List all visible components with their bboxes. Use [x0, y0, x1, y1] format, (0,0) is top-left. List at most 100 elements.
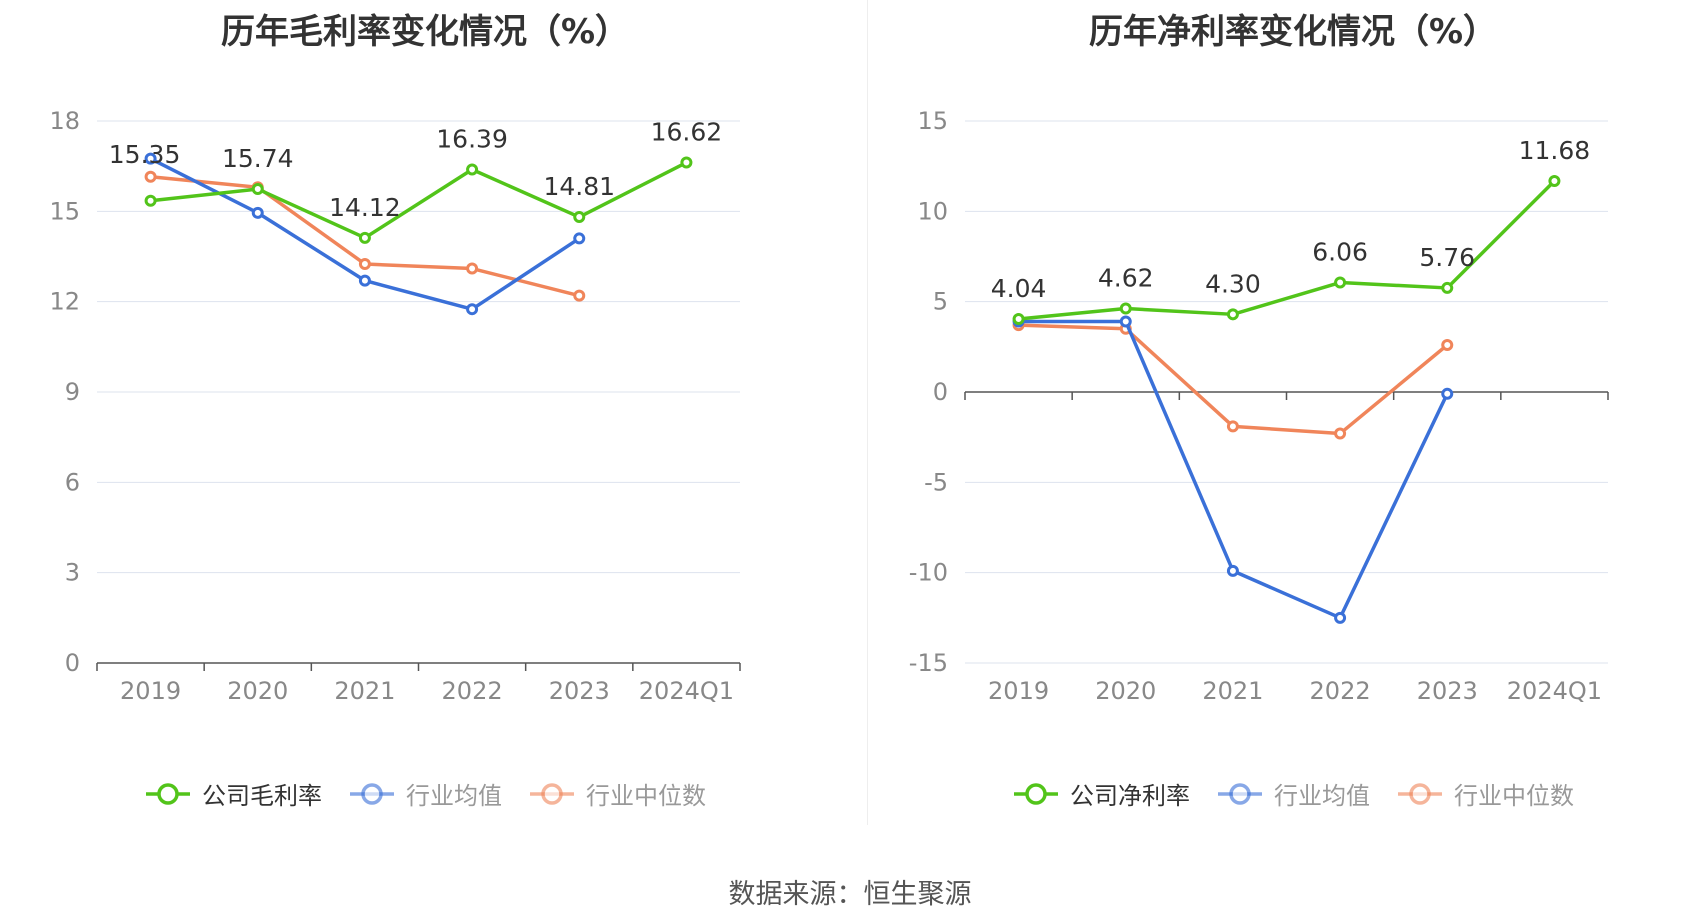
legend-marker [1229, 782, 1251, 805]
data-label: 4.30 [1205, 269, 1261, 298]
data-point [1548, 174, 1561, 187]
y-tick-label: 15 [49, 197, 80, 225]
legend-item[interactable]: 行业均值 [1216, 776, 1370, 811]
data-point [144, 152, 157, 165]
y-tick-label: -10 [909, 559, 948, 587]
legend-marker [1025, 782, 1047, 805]
data-point [1334, 276, 1347, 289]
legend-swatch-icon [1218, 782, 1262, 805]
legend-label: 行业均值 [1274, 782, 1370, 810]
x-tick-label: 2021 [1202, 677, 1263, 705]
data-point [680, 156, 693, 169]
legend-swatch-icon [1014, 782, 1058, 805]
data-point [1226, 420, 1239, 433]
data-point [144, 194, 157, 207]
y-tick-label: -5 [924, 468, 948, 496]
data-source: 数据来源：恒生聚源 [728, 879, 972, 910]
y-tick-label: 10 [917, 197, 948, 225]
y-tick-label: 9 [65, 378, 80, 406]
x-tick-label: 2020 [227, 677, 288, 705]
x-tick-label: 2020 [1095, 677, 1156, 705]
x-tick-label: 2022 [1310, 677, 1371, 705]
y-tick-label: 6 [65, 468, 80, 496]
legend-swatch-icon [350, 782, 394, 805]
data-point [251, 183, 264, 196]
data-point [1119, 315, 1132, 328]
x-tick-label: 2019 [988, 677, 1049, 705]
data-point [1334, 611, 1347, 624]
legend: 公司净利率 行业均值 行业中位数 [868, 776, 1700, 811]
chart-title: 历年毛利率变化情况（%） [220, 12, 630, 52]
data-point [1226, 564, 1239, 577]
x-tick-label: 2023 [1417, 677, 1478, 705]
data-label: 14.12 [329, 193, 401, 222]
data-point [358, 231, 371, 244]
data-label: 15.35 [109, 140, 181, 169]
data-label: 5.76 [1419, 243, 1475, 272]
legend-marker [1409, 782, 1431, 805]
legend-label: 公司毛利率 [202, 782, 322, 810]
legend-marker [541, 782, 563, 805]
data-label: 14.81 [543, 172, 615, 201]
panel-divider [867, 0, 868, 825]
x-tick-label: 2021 [334, 677, 395, 705]
legend-swatch-icon [146, 782, 190, 805]
data-point [1441, 339, 1454, 352]
y-tick-label: 18 [49, 107, 80, 135]
data-label: 4.62 [1098, 264, 1154, 293]
net-margin-chart: 历年净利率变化情况（%） -15 -10 -5 0 5 10 15 2019 2020 2021 2… [868, 0, 1700, 830]
data-label: 15.74 [222, 144, 294, 173]
y-tick-label: -15 [909, 649, 948, 677]
data-point [358, 274, 371, 287]
data-point [251, 206, 264, 219]
data-point [466, 262, 479, 275]
data-point [358, 258, 371, 271]
legend-label: 行业中位数 [1454, 782, 1574, 810]
x-tick-label: 2024Q1 [639, 677, 734, 705]
net-margin-plot: -15 -10 -5 0 5 10 15 2019 2020 2021 2022 2023 2024Q1… [909, 107, 1609, 705]
data-point [144, 170, 157, 183]
data-label: 4.04 [991, 274, 1047, 303]
x-tick-label: 2023 [549, 677, 610, 705]
data-point [1012, 313, 1025, 326]
data-point [1119, 302, 1132, 315]
data-point [466, 303, 479, 316]
data-label: 11.68 [1519, 136, 1591, 165]
legend-swatch-icon [530, 782, 574, 805]
legend-marker [157, 782, 179, 805]
x-tick-label: 2024Q1 [1507, 677, 1602, 705]
legend-label: 公司净利率 [1070, 782, 1190, 810]
legend-item[interactable]: 行业中位数 [1396, 776, 1574, 811]
series-line [1018, 323, 1449, 436]
data-point [1334, 427, 1347, 440]
y-tick-label: 15 [917, 107, 948, 135]
legend-item[interactable]: 行业均值 [348, 776, 502, 811]
x-tick-label: 2022 [442, 677, 503, 705]
legend-label: 行业均值 [406, 782, 502, 810]
data-point [1441, 281, 1454, 294]
y-tick-label: 12 [49, 288, 80, 316]
gross-margin-plot: 0 3 6 9 12 15 18 2019 2020 2021 2022 2023 2024Q1 15.3… [49, 107, 741, 705]
y-tick-label: 5 [933, 288, 948, 316]
data-point [1441, 387, 1454, 400]
data-point [573, 289, 586, 302]
series-line [150, 160, 688, 240]
y-tick-label: 3 [65, 559, 80, 587]
data-label: 16.62 [651, 118, 723, 147]
chart-title: 历年净利率变化情况（%） [1088, 12, 1498, 52]
data-point [573, 211, 586, 224]
data-point [466, 163, 479, 176]
legend-swatch-icon [1398, 782, 1442, 805]
data-label: 6.06 [1312, 238, 1368, 267]
legend-item[interactable]: 行业中位数 [528, 776, 706, 811]
data-label: 16.39 [436, 124, 508, 153]
legend: 公司毛利率 行业均值 行业中位数 [0, 776, 850, 811]
series-line [1018, 179, 1556, 321]
data-point [573, 232, 586, 245]
data-point [1226, 308, 1239, 321]
gross-margin-chart: 历年毛利率变化情况（%） 0 3 6 9 12 15 18 2019 2020 2021 2022 2… [0, 0, 850, 830]
x-tick-label: 2019 [120, 677, 181, 705]
legend-item[interactable]: 公司毛利率 [144, 776, 322, 811]
legend-item[interactable]: 公司净利率 [1012, 776, 1190, 811]
legend-marker [361, 782, 383, 805]
